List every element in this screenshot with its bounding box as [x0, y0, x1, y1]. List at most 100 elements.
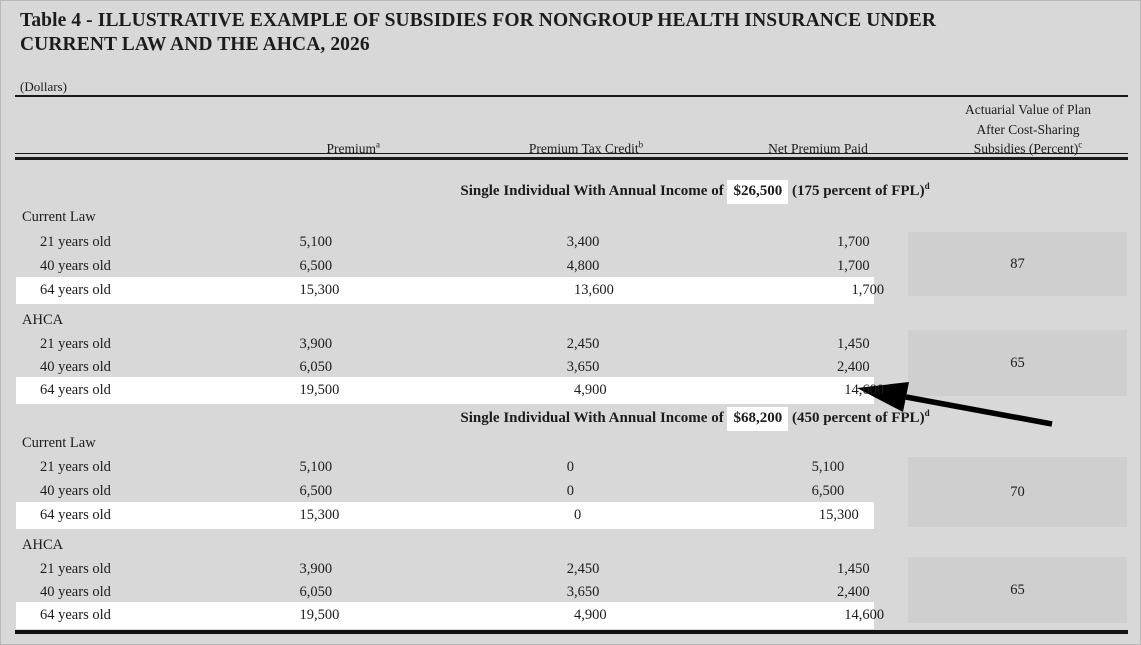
actuarial-header-line3: Subsidies (Percent)	[973, 141, 1079, 156]
cell-tax-credit: 2,450	[566, 336, 600, 352]
cell-premium: 5,100	[299, 459, 333, 475]
cell-premium: 6,500	[299, 483, 333, 499]
cell-premium: 6,500	[299, 258, 333, 274]
footnote-marker-d: d	[924, 181, 930, 191]
actuarial-header-line1: Actuarial Value of Plan	[964, 102, 1092, 117]
table-row: 21 years old 5,100 0 5,100	[0, 456, 1141, 480]
group-label-current-law: Current Law	[22, 209, 96, 225]
section-header-prefix: Single Individual With Annual Income of	[460, 183, 724, 199]
column-header-net-premium: Net Premium Paid	[768, 141, 868, 156]
actuarial-value-box: 87	[908, 232, 1127, 296]
table-title-line1: Table 4 - ILLUSTRATIVE EXAMPLE OF SUBSID…	[20, 10, 937, 31]
actuarial-value-box: 65	[908, 557, 1127, 623]
cell-tax-credit: 0	[566, 459, 574, 475]
cell-premium: 15,300	[299, 507, 340, 523]
cell-tax-credit: 0	[566, 483, 574, 499]
cell-premium: 6,050	[299, 584, 333, 600]
row-label: 21 years old	[40, 234, 111, 250]
table-row: 40 years old 6,500 0 6,500	[0, 480, 1141, 504]
row-label: 21 years old	[40, 459, 111, 475]
header-divider-thin	[15, 153, 1128, 154]
table-row: 40 years old 6,500 4,800 1,700	[0, 255, 1141, 279]
cell-premium: 3,900	[299, 336, 333, 352]
cell-premium: 19,500	[299, 607, 340, 623]
cell-premium: 3,900	[299, 561, 333, 577]
cell-net-premium: 1,450	[837, 336, 870, 352]
table-row: 21 years old 3,900 2,450 1,450	[0, 333, 1141, 357]
section-header-175fpl: Single Individual With Annual Income of …	[240, 177, 1141, 205]
cell-tax-credit: 4,900	[574, 607, 607, 623]
section-header-suffix: (175 percent of FPL)	[791, 183, 925, 199]
actuarial-value-box: 65	[908, 330, 1127, 396]
footnote-marker-c: c	[1078, 139, 1083, 150]
cell-net-premium: 14,600	[844, 382, 885, 398]
row-label: 40 years old	[40, 359, 111, 375]
table-row-highlighted: 64 years old 15,300 0 15,300	[0, 502, 1141, 529]
row-label: 40 years old	[40, 584, 111, 600]
actuarial-value-box: 70	[908, 457, 1127, 527]
table-row: 40 years old 6,050 3,650 2,400	[0, 356, 1141, 380]
cell-net-premium: 15,300	[818, 507, 859, 523]
section-header-suffix: (450 percent of FPL)	[791, 410, 925, 426]
row-label: 64 years old	[40, 382, 111, 398]
cell-net-premium: 1,700	[837, 234, 870, 250]
column-header-tax-credit: Premium Tax Creditb	[486, 139, 686, 157]
table-row-highlighted: 64 years old 15,300 13,600 1,700	[0, 277, 1141, 304]
table-row: 21 years old 5,100 3,400 1,700	[0, 231, 1141, 255]
group-label-ahca: AHCA	[22, 312, 64, 328]
footnote-marker-d: d	[924, 408, 930, 418]
row-label: 64 years old	[40, 507, 111, 523]
table-row-highlighted: 64 years old 19,500 4,900 14,600	[0, 602, 1141, 629]
footnote-marker-a: a	[376, 139, 380, 150]
cell-tax-credit: 4,800	[566, 258, 600, 274]
cell-net-premium: 1,700	[837, 258, 870, 274]
row-label: 64 years old	[40, 607, 111, 623]
group-label-current-law: Current Law	[22, 435, 96, 451]
section-header-450fpl: Single Individual With Annual Income of …	[240, 404, 1141, 432]
cell-tax-credit: 13,600	[574, 282, 614, 298]
group-label-ahca: AHCA	[22, 537, 64, 553]
actuarial-header-line3-wrap: Subsidies (Percent)c	[920, 139, 1136, 159]
cell-net-premium: 2,400	[837, 359, 870, 375]
cell-premium: 19,500	[299, 382, 340, 398]
header-divider-thick	[15, 157, 1128, 160]
cell-net-premium: 1,450	[837, 561, 870, 577]
cell-tax-credit: 4,900	[574, 382, 607, 398]
column-header-actuarial-value: Actuarial Value of Plan After Cost-Shari…	[920, 100, 1136, 159]
row-label: 40 years old	[40, 483, 111, 499]
cell-premium: 5,100	[299, 234, 333, 250]
cell-net-premium: 5,100	[811, 459, 845, 475]
table-title-line2: CURRENT LAW AND THE AHCA, 2026	[20, 34, 370, 55]
actuarial-value: 70	[1010, 483, 1025, 500]
cell-tax-credit: 3,650	[566, 584, 600, 600]
table-row: 21 years old 3,900 2,450 1,450	[0, 558, 1141, 582]
bottom-rule	[15, 630, 1128, 634]
table-row: 40 years old 6,050 3,650 2,400	[0, 581, 1141, 605]
column-header-premium: Premiuma	[225, 139, 381, 157]
section-header-prefix: Single Individual With Annual Income of	[460, 410, 724, 426]
table-row-highlighted: 64 years old 19,500 4,900 14,600	[0, 377, 1141, 404]
cell-tax-credit: 2,450	[566, 561, 600, 577]
cell-tax-credit: 3,650	[566, 359, 600, 375]
cell-net-premium: 1,700	[851, 282, 885, 298]
income-highlight: $68,200	[727, 407, 789, 431]
cell-tax-credit: 0	[574, 507, 582, 523]
row-label: 40 years old	[40, 258, 111, 274]
actuarial-value: 65	[1010, 354, 1025, 371]
cell-net-premium: 14,600	[844, 607, 885, 623]
cell-premium: 6,050	[299, 359, 333, 375]
row-label: 64 years old	[40, 282, 111, 298]
actuarial-value: 87	[1010, 255, 1025, 272]
table-title: Table 4 - ILLUSTRATIVE EXAMPLE OF SUBSID…	[20, 9, 1100, 57]
actuarial-header-line2: After Cost-Sharing	[976, 121, 1080, 137]
cell-net-premium: 6,500	[811, 483, 845, 499]
cell-tax-credit: 3,400	[566, 234, 600, 250]
column-header-premium-label: Premium	[326, 141, 377, 156]
income-highlight: $26,500	[727, 180, 789, 204]
footnote-marker-b: b	[638, 139, 644, 150]
divider-under-units	[15, 95, 1128, 97]
cell-net-premium: 2,400	[837, 584, 870, 600]
row-label: 21 years old	[40, 561, 111, 577]
cell-premium: 15,300	[299, 282, 340, 298]
